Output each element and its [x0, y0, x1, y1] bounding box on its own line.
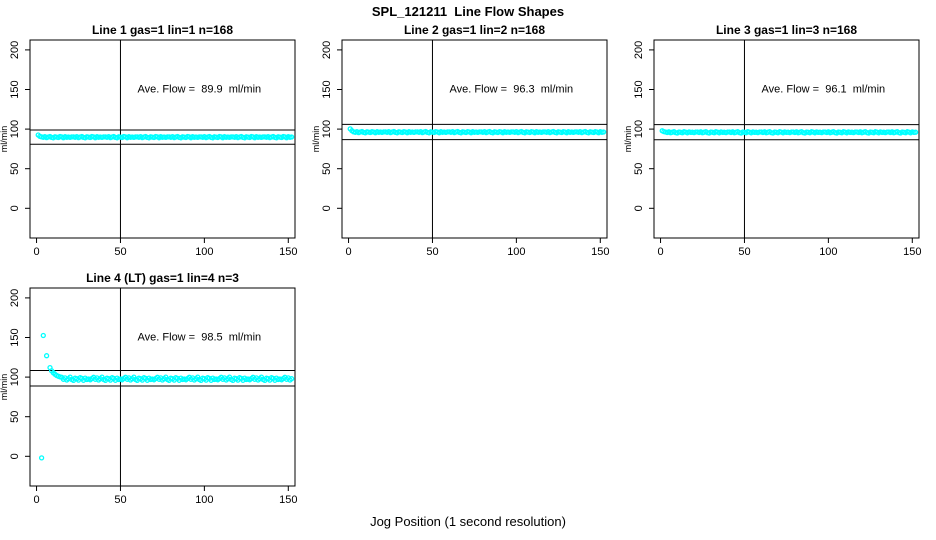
- plot-box: [29, 287, 296, 487]
- panel-line3-plot: Line 3 gas=1 lin=3 n=168 0 50 100 150 0 50 100 1…: [624, 23, 921, 258]
- x-tick-label: 50: [114, 494, 126, 506]
- y-tick-label: 50: [9, 411, 21, 423]
- y-tick-label: 50: [9, 163, 21, 175]
- x-tick-label: 50: [114, 246, 126, 258]
- x-tick-label: 0: [345, 246, 351, 258]
- x-tick-label: 0: [33, 494, 39, 506]
- average-flow-annotation: Ave. Flow = 98.5 ml/min: [138, 332, 262, 344]
- x-tick-label: 50: [738, 246, 750, 258]
- y-tick-label: 200: [321, 41, 333, 59]
- data-points: [38, 332, 295, 461]
- y-tick-label: 150: [321, 80, 333, 98]
- y-tick-label: 200: [633, 41, 645, 59]
- average-flow-annotation: Ave. Flow = 89.9 ml/min: [138, 84, 262, 96]
- y-tick-label: 50: [633, 163, 645, 175]
- x-tick-label: 100: [819, 246, 837, 258]
- y-axis-unit-label: ml/min: [0, 374, 9, 401]
- y-axis-unit-label: ml/min: [624, 126, 633, 153]
- y-tick-label: 100: [321, 120, 333, 138]
- y-tick-label: 0: [9, 205, 21, 211]
- main-title: SPL_121211 Line Flow Shapes: [371, 4, 565, 19]
- x-tick-label: 50: [426, 246, 438, 258]
- y-axis-unit-label: ml/min: [0, 126, 9, 153]
- panel-line2-plot: Line 2 gas=1 lin=2 n=168 0 50 100 150 0 50 100 1…: [312, 23, 609, 258]
- panel-title: Line 4 (LT) gas=1 lin=4 n=3: [86, 271, 239, 285]
- panel-line4-plot: Line 4 (LT) gas=1 lin=4 n=3 0 50 100 150 0 50 1…: [0, 271, 297, 506]
- x-tick-label: 150: [279, 246, 297, 258]
- panel-title: Line 1 gas=1 lin=1 n=168: [92, 23, 233, 37]
- y-tick-label: 150: [9, 80, 21, 98]
- x-tick-label: 100: [195, 246, 213, 258]
- plot-box: [29, 39, 296, 239]
- x-tick-label: 150: [591, 246, 609, 258]
- panel-title: Line 2 gas=1 lin=2 n=168: [404, 23, 545, 37]
- plot-box: [341, 39, 608, 239]
- x-tick-label: 100: [507, 246, 525, 258]
- data-points: [35, 132, 295, 141]
- data-points: [659, 128, 919, 136]
- y-axis-unit-label: ml/min: [312, 126, 321, 153]
- y-tick-label: 0: [633, 205, 645, 211]
- panel-title: Line 3 gas=1 lin=3 n=168: [716, 23, 857, 37]
- panel-line1-plot: Line 1 gas=1 lin=1 n=168 0 50 100 150 0 50 100 1…: [0, 23, 297, 258]
- y-tick-label: 200: [9, 41, 21, 59]
- y-tick-label: 50: [321, 163, 333, 175]
- y-tick-label: 100: [9, 120, 21, 138]
- x-tick-label: 150: [279, 494, 297, 506]
- y-tick-label: 0: [321, 205, 333, 211]
- y-tick-label: 0: [9, 453, 21, 459]
- x-tick-label: 0: [33, 246, 39, 258]
- y-tick-label: 150: [9, 328, 21, 346]
- y-tick-label: 100: [9, 368, 21, 386]
- y-tick-label: 200: [9, 289, 21, 307]
- y-tick-label: 100: [633, 120, 645, 138]
- average-flow-annotation: Ave. Flow = 96.1 ml/min: [762, 84, 886, 96]
- y-tick-label: 150: [633, 80, 645, 98]
- x-tick-label: 100: [195, 494, 213, 506]
- plot-box: [653, 39, 920, 239]
- data-points: [347, 126, 607, 136]
- average-flow-annotation: Ave. Flow = 96.3 ml/min: [450, 84, 574, 96]
- x-tick-label: 0: [657, 246, 663, 258]
- x-tick-label: 150: [903, 246, 921, 258]
- x-axis-label: Jog Position (1 second resolution): [370, 514, 566, 529]
